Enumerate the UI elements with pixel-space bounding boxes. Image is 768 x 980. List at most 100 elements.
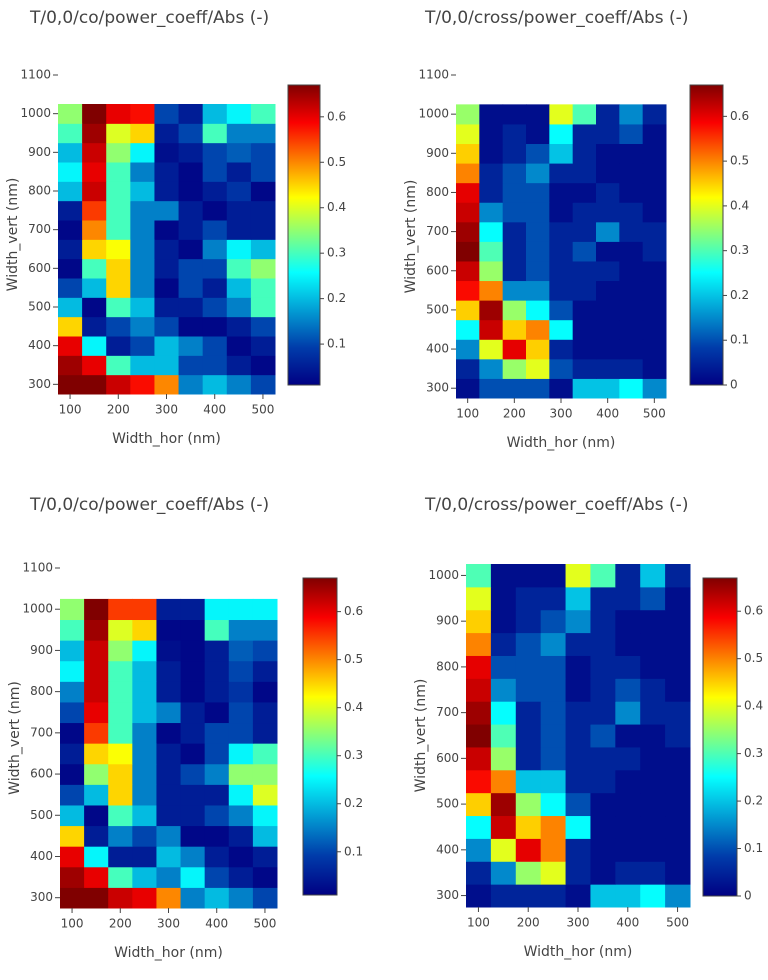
heatmap-cell [82,162,107,182]
heatmap-cell [58,181,83,202]
heatmap-cell [154,297,180,318]
heatmap-cell [619,280,644,301]
heatmap-cell [58,239,83,260]
y-tick-label: 400 [436,842,459,856]
heatmap-cell [156,722,182,744]
heatmap-cell [479,202,504,223]
heatmap-cell [619,260,644,282]
heatmap-cell [479,358,504,379]
heatmap-cell [180,825,206,847]
heatmap-cell [228,846,254,868]
heatmap-cell [565,701,591,725]
x-tick-label: 200 [517,916,540,930]
heatmap-cell [665,724,691,748]
heatmap-cell [456,241,480,262]
heatmap-cell [572,163,597,184]
heatmap-cell [84,784,109,806]
heatmap-cell [615,564,641,588]
heatmap-cell [228,701,254,724]
heatmap-cell [58,374,83,395]
heatmap-cell [565,564,591,588]
heatmap-cell [156,640,182,662]
heatmap-cell [596,221,620,242]
heatmap-cell [572,358,597,379]
heatmap-cell [228,743,254,765]
y-tick-label: 800 [436,659,459,673]
heatmap-cell [565,838,591,862]
heatmap-cell [619,358,644,379]
colorbar [702,577,738,897]
heatmap-cell [502,163,527,184]
y-tick-label: 300 [426,381,449,395]
heatmap-cell [526,104,550,125]
heatmap-cell [619,182,644,203]
heatmap-cell [82,316,107,337]
y-tick-label: 600 [30,767,53,781]
heatmap-cell [565,632,591,656]
heatmap-cell [60,866,85,888]
heatmap-cell [640,769,666,794]
heatmap-cell [565,678,591,702]
heatmap-cell [156,887,182,909]
heatmap-cell [466,884,492,908]
heatmap-cell [642,300,667,321]
heatmap-cell [226,104,252,124]
heatmap-cell [526,241,550,262]
heatmap-cell [178,258,204,279]
colorbar-tick-label: 0.6 [730,109,749,123]
y-tick-label: 1100 [22,561,53,575]
heatmap-cell [490,769,517,794]
heatmap-cell [108,660,133,682]
heatmap-cell [590,769,616,794]
x-tick-label: 400 [205,917,228,931]
y-tick-label: 500 [436,797,459,811]
heatmap-cell [82,200,107,221]
heatmap-cell [204,743,230,765]
heatmap-cell [252,804,278,827]
heatmap-cell [549,260,574,282]
x-tick-label: 400 [596,407,619,421]
heatmap-cell [466,701,492,725]
y-axis-title: Width_vert (nm) [403,180,419,294]
heatmap-cell [526,300,550,321]
heatmap-cell [132,825,157,847]
heatmap-cell [502,260,527,282]
heatmap-cell [619,378,644,399]
heatmap-cell [549,339,574,360]
heatmap-cell [82,181,107,202]
heatmap-cell [60,660,85,682]
heatmap-cell [58,104,83,124]
x-tick-label: 300 [155,403,178,417]
heatmap-cell [479,182,504,203]
heatmap-cell [590,586,616,611]
heatmap-cell [132,701,157,724]
x-axis-title: Width_hor (nm) [112,431,221,447]
heatmap-cell [466,655,492,679]
y-tick-label: 300 [436,888,459,902]
heatmap-cell [456,260,480,282]
heatmap-cell [515,792,542,817]
heatmap-cell [490,632,517,656]
heatmap-cell [180,784,206,806]
heatmap-cell [596,300,620,321]
heatmap-cell [58,278,83,298]
heatmap-cell [156,660,182,682]
heatmap-cell [590,838,616,862]
heatmap-cell [590,724,616,748]
heatmap-cell [565,655,591,679]
heatmap-cell [565,746,591,771]
y-axis-title: Width_vert (nm) [413,679,429,793]
heatmap-cell [540,815,567,839]
heatmap-cell [202,278,228,298]
heatmap-cell [226,297,252,318]
heatmap-cell [596,378,620,399]
heatmap-cell [526,163,550,184]
heatmap-cell [82,104,107,124]
heatmap-cell [565,586,591,611]
heatmap-cell [252,619,278,641]
colorbar [302,577,338,896]
heatmap-cell [130,104,155,124]
heatmap-cell [180,804,206,827]
heatmap-cell [466,724,492,748]
